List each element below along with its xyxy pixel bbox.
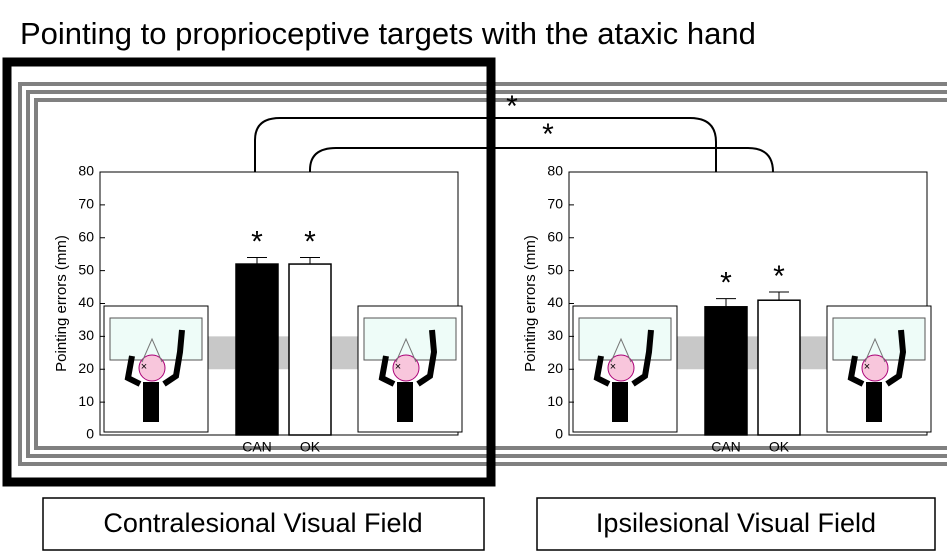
arm <box>378 355 396 387</box>
connector <box>254 117 717 258</box>
head <box>861 354 889 382</box>
y-tick-label: 60 <box>78 228 94 244</box>
target-x: × <box>864 361 870 373</box>
posture-illustration: × <box>572 305 678 433</box>
y-tick-label: 10 <box>78 393 94 409</box>
target-x: × <box>141 361 147 373</box>
y-tick-label: 70 <box>78 196 94 212</box>
head <box>392 354 420 382</box>
y-tick-label: 60 <box>547 228 563 244</box>
error-bar <box>247 256 267 265</box>
y-tick-label: 10 <box>547 393 563 409</box>
y-tick-label: 50 <box>78 261 94 277</box>
torso <box>397 382 413 422</box>
arm <box>162 329 185 387</box>
y-tick-label: 40 <box>547 294 563 310</box>
target-x: × <box>610 361 616 373</box>
significance-mark: * <box>720 266 732 299</box>
error-bar <box>300 256 320 265</box>
head-cone <box>395 337 417 363</box>
x-tick-label: CAN <box>242 439 272 455</box>
y-tick-label: 0 <box>86 426 94 442</box>
y-tick-label: 50 <box>547 261 563 277</box>
y-tick-label: 30 <box>547 327 563 343</box>
bar <box>704 306 748 436</box>
arm <box>416 329 438 387</box>
head-cone <box>141 337 163 363</box>
torso <box>143 382 159 422</box>
shaded-range <box>677 336 827 370</box>
panel-label-box <box>42 497 485 551</box>
arm <box>885 329 907 387</box>
inset-screen <box>363 317 457 361</box>
y-axis-label: Pointing errors (mm) <box>522 235 539 372</box>
torso <box>612 382 628 422</box>
y-tick-label: 40 <box>78 294 94 310</box>
figure-title: Pointing to proprioceptive targets with … <box>20 16 756 51</box>
comparison-mark: * <box>506 90 518 123</box>
connectors <box>254 117 774 258</box>
panel-label: Ipsilesional Visual Field <box>596 508 876 538</box>
x-tick-label: OK <box>769 439 790 455</box>
comparison-mark: * <box>542 118 554 151</box>
significance-mark: * <box>304 225 316 258</box>
error-bar <box>769 291 789 301</box>
posture-illustration: × <box>357 305 463 433</box>
panel-label-box <box>536 497 936 551</box>
head <box>607 354 635 382</box>
y-axis-label: Pointing errors (mm) <box>53 235 70 372</box>
error-bar <box>716 298 736 307</box>
highlight-frame <box>2 57 496 487</box>
frame <box>34 98 947 450</box>
connector <box>309 147 774 215</box>
y-tick-label: 0 <box>555 426 563 442</box>
shaded-range <box>208 336 358 370</box>
arm <box>847 355 865 387</box>
y-tick-label: 70 <box>547 196 563 212</box>
x-tick-label: CAN <box>711 439 741 455</box>
y-tick-label: 80 <box>78 163 94 179</box>
y-tick-label: 30 <box>78 327 94 343</box>
panel-label: Contralesional Visual Field <box>103 508 422 538</box>
arm <box>124 355 142 387</box>
torso <box>866 382 882 422</box>
inset-screen <box>109 317 203 361</box>
significance-mark: * <box>251 225 263 258</box>
bar <box>235 263 279 436</box>
posture-illustration: × <box>826 305 932 433</box>
significance-mark: * <box>773 260 785 293</box>
target-x: × <box>395 361 401 373</box>
posture-illustration: × <box>103 305 209 433</box>
y-tick-label: 20 <box>547 360 563 376</box>
head-cone <box>864 337 886 363</box>
arm <box>631 329 654 387</box>
inset-screen <box>578 317 672 361</box>
inset-screen <box>832 317 926 361</box>
bar <box>757 299 801 436</box>
y-tick-label: 20 <box>78 360 94 376</box>
bar <box>288 263 332 436</box>
head <box>138 354 166 382</box>
arm <box>593 355 611 387</box>
head-cone <box>610 337 632 363</box>
y-tick-label: 80 <box>547 163 563 179</box>
x-tick-label: OK <box>300 439 321 455</box>
